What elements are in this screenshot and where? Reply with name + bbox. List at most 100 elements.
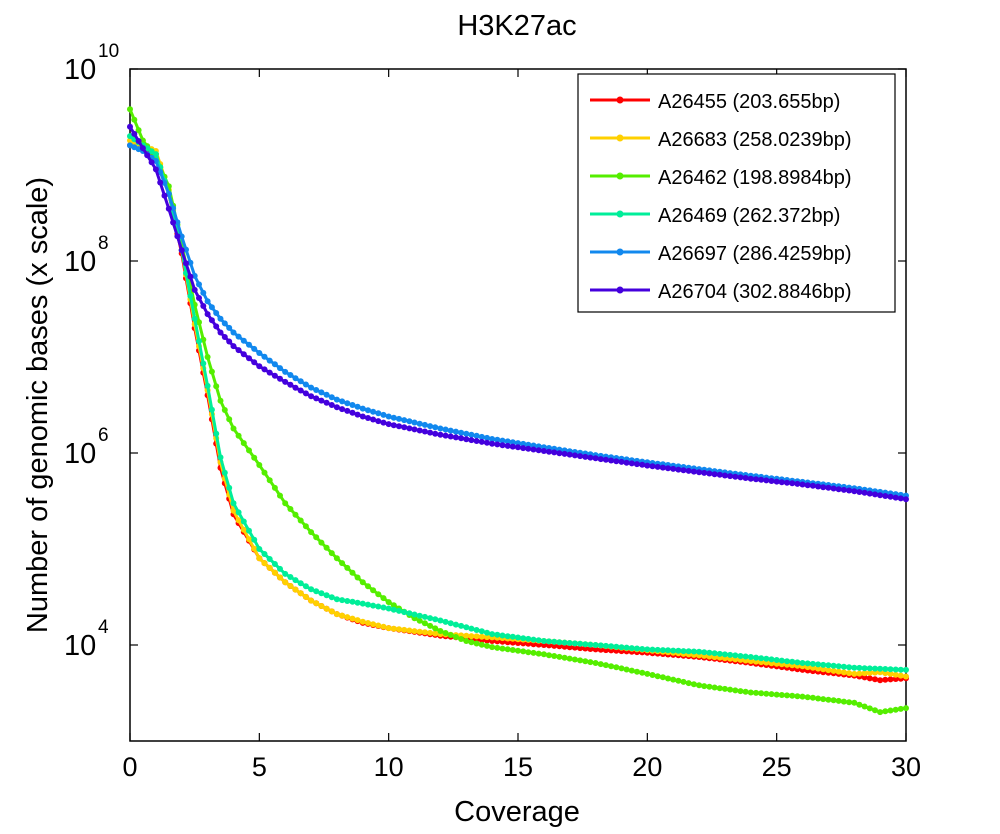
data-point <box>540 448 547 454</box>
data-point <box>271 361 278 368</box>
legend-marker <box>616 286 624 294</box>
data-point <box>411 426 418 433</box>
data-point <box>437 617 444 624</box>
data-point <box>892 706 899 713</box>
data-point <box>359 413 366 420</box>
data-point <box>432 616 439 623</box>
data-point <box>556 450 563 457</box>
x-axis-ticks: 0 5 10 15 20 25 30 <box>122 69 921 782</box>
data-point <box>882 670 889 677</box>
data-point <box>675 466 682 473</box>
data-point <box>287 506 294 512</box>
data-point <box>515 634 521 641</box>
data-point <box>204 354 211 360</box>
data-point <box>618 644 625 651</box>
data-point <box>882 493 889 499</box>
data-point <box>161 179 168 186</box>
data-point <box>825 484 832 491</box>
series-4 <box>127 142 909 499</box>
data-point <box>753 689 759 696</box>
data-point <box>789 658 796 665</box>
data-point <box>406 425 413 432</box>
data-point <box>390 606 397 613</box>
data-point <box>385 605 392 612</box>
data-point <box>809 482 816 489</box>
data-point <box>221 407 228 413</box>
data-point <box>628 645 635 652</box>
x-tick-label: 20 <box>632 752 662 782</box>
data-point <box>675 647 682 654</box>
data-point <box>551 653 558 659</box>
x-tick-label: 30 <box>891 752 921 782</box>
data-point <box>187 273 194 280</box>
data-point <box>297 378 304 385</box>
data-point <box>716 685 723 692</box>
data-point <box>396 415 402 422</box>
data-point <box>566 644 573 651</box>
data-point <box>634 461 640 468</box>
data-point <box>856 664 863 671</box>
data-point <box>696 469 703 476</box>
data-point <box>221 334 228 340</box>
data-point <box>139 145 146 152</box>
legend-marker <box>616 134 624 142</box>
data-point <box>318 397 325 404</box>
data-point <box>758 690 765 697</box>
data-point <box>271 569 278 576</box>
data-point <box>165 205 172 212</box>
data-point <box>427 429 434 436</box>
data-point <box>732 687 739 694</box>
data-point <box>809 694 816 701</box>
data-point <box>861 670 868 677</box>
data-point <box>846 699 853 706</box>
data-point <box>478 433 485 440</box>
data-point <box>571 640 578 647</box>
data-point <box>256 555 263 562</box>
data-point <box>696 682 703 689</box>
data-point <box>861 665 868 672</box>
data-point <box>623 666 630 673</box>
data-point <box>577 645 584 652</box>
data-point <box>277 574 283 581</box>
data-point <box>302 593 309 600</box>
data-point <box>804 660 811 667</box>
data-point <box>427 622 434 629</box>
data-point <box>716 650 723 657</box>
data-point <box>587 646 594 652</box>
data-point <box>680 678 687 685</box>
data-point <box>732 473 739 480</box>
data-point <box>784 692 790 699</box>
data-point <box>463 632 470 639</box>
data-point <box>401 609 408 616</box>
data-point <box>468 625 475 632</box>
data-point <box>437 431 444 438</box>
data-point <box>877 665 884 672</box>
data-point <box>690 468 697 475</box>
data-point <box>318 590 325 597</box>
data-point <box>323 592 330 599</box>
data-point <box>763 690 770 697</box>
data-point <box>196 281 202 288</box>
data-point <box>266 564 273 571</box>
data-point <box>561 639 568 646</box>
data-point <box>442 426 449 433</box>
data-point <box>628 667 635 674</box>
data-point <box>359 618 366 625</box>
data-point <box>866 669 873 676</box>
data-point <box>830 662 837 669</box>
data-point <box>287 381 294 388</box>
data-point <box>313 588 320 595</box>
data-point <box>566 655 573 662</box>
data-point <box>256 363 263 370</box>
series-2 <box>127 106 909 716</box>
data-point <box>478 628 485 635</box>
data-point <box>380 411 387 418</box>
data-point <box>261 551 268 557</box>
data-point <box>235 347 242 354</box>
data-point <box>473 633 480 640</box>
data-point <box>313 534 320 541</box>
data-point <box>618 665 625 672</box>
data-point <box>690 681 697 688</box>
data-point <box>230 343 237 350</box>
